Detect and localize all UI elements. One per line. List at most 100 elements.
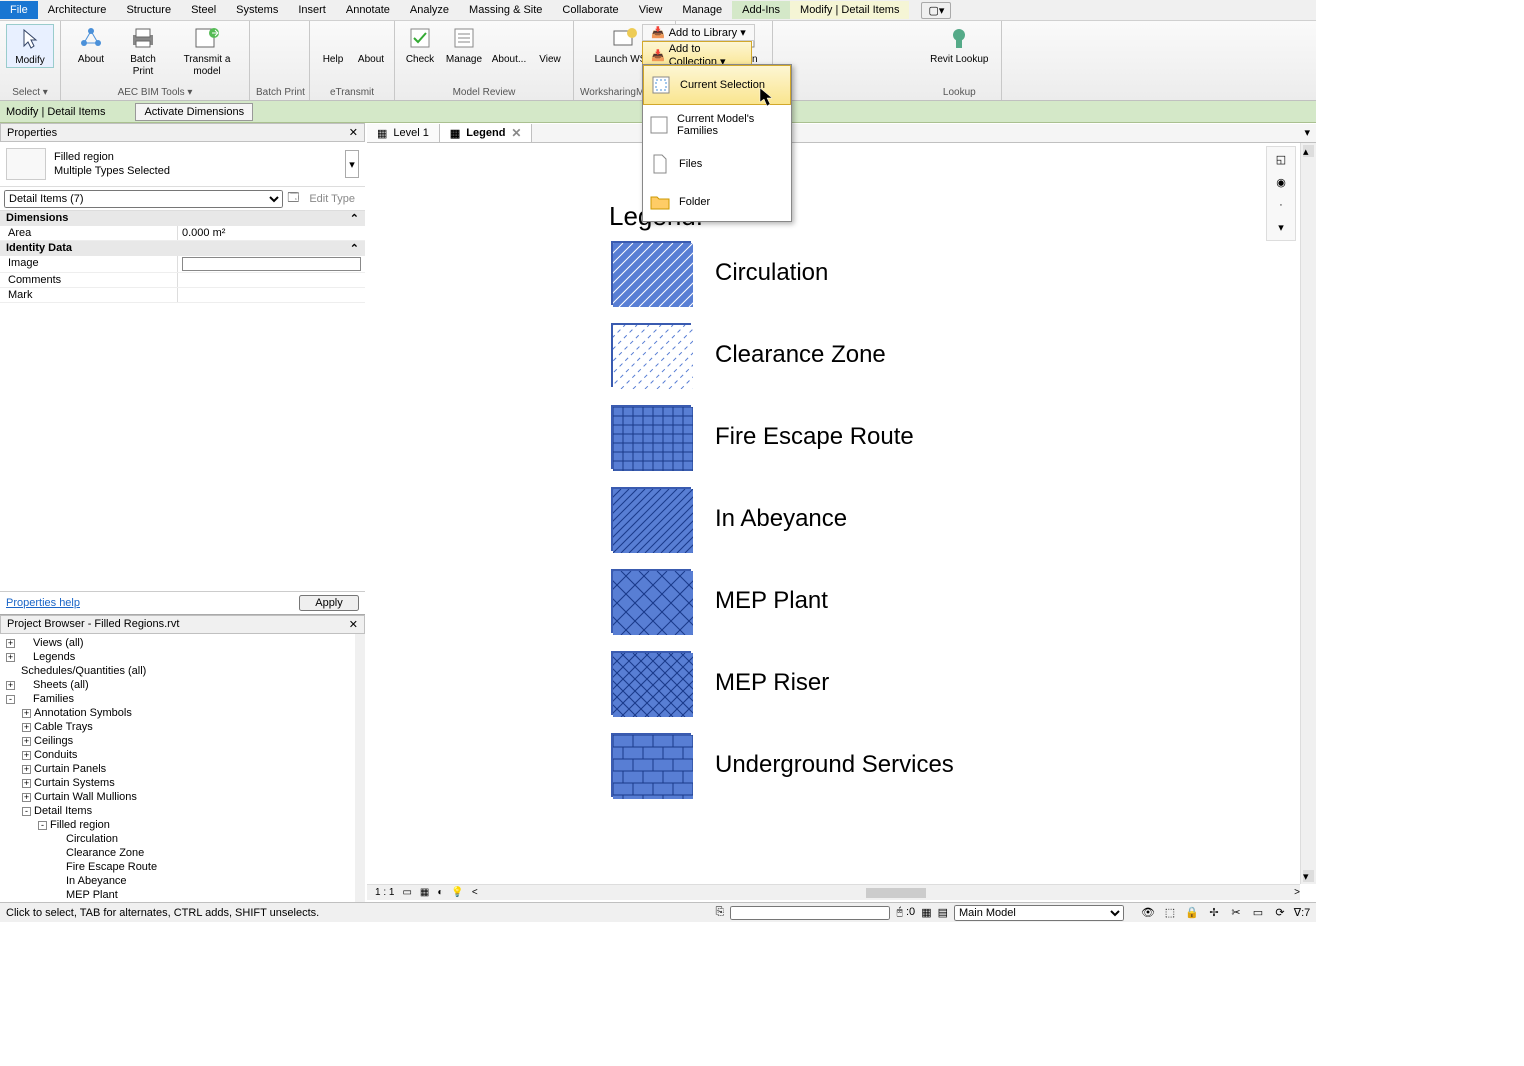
mark-value[interactable] [178, 288, 365, 302]
status-icon[interactable]: ✢ [1206, 905, 1222, 921]
tab-analyze[interactable]: Analyze [400, 1, 459, 19]
status-icon[interactable]: ▭ [1250, 905, 1266, 921]
properties-help-link[interactable]: Properties help [6, 597, 80, 609]
tab-structure[interactable]: Structure [116, 1, 181, 19]
status-icon[interactable]: ⎘ [716, 906, 725, 919]
filter-select[interactable]: Detail Items (7) [4, 190, 283, 208]
batch-print-button[interactable]: Batch Print [119, 24, 167, 78]
tab-legend[interactable]: ▦ Legend ✕ [440, 124, 533, 142]
tree-item[interactable]: -Filled region [38, 818, 363, 832]
play-button[interactable]: ▢▾ [921, 2, 951, 19]
tab-level1[interactable]: ▦ Level 1 [367, 124, 440, 142]
edit-type-button[interactable]: Edit Type [303, 193, 361, 205]
vc-icon[interactable]: ◐ [437, 887, 443, 898]
group-aec[interactable]: AEC BIM Tools ▾ [67, 85, 243, 100]
view-button[interactable]: View [533, 24, 567, 66]
legend-item[interactable]: Underground Services [611, 733, 954, 797]
tab-addins[interactable]: Add-Ins [732, 1, 790, 19]
tree-item[interactable]: Schedules/Quantities (all) [6, 664, 363, 678]
tree-item[interactable]: +Ceilings [22, 734, 363, 748]
tree-item[interactable]: +Views (all) [6, 636, 363, 650]
edit-type-icon[interactable]: 🗔 [287, 189, 299, 208]
about-button[interactable]: About [67, 24, 115, 78]
status-input[interactable] [730, 906, 890, 920]
vc-icon[interactable]: 💡 [451, 887, 463, 898]
image-value[interactable] [182, 257, 361, 271]
vc-icon[interactable]: > [1294, 887, 1300, 898]
close-browser[interactable]: ✕ [349, 618, 358, 631]
tree-item[interactable]: +Curtain Wall Mullions [22, 790, 363, 804]
status-icon[interactable]: ▦ [921, 906, 931, 919]
tab-annotate[interactable]: Annotate [336, 1, 400, 19]
legend-item[interactable]: In Abeyance [611, 487, 847, 551]
manage-button[interactable]: Manage [443, 24, 485, 66]
tree-item[interactable]: +Curtain Systems [22, 776, 363, 790]
filter-count[interactable]: ∇:7 [1294, 905, 1310, 921]
about-mr-button[interactable]: About... [489, 24, 529, 66]
menu-current-families[interactable]: Current Model's Families [643, 105, 791, 145]
viewcube-icon[interactable]: ◱ [1276, 153, 1286, 166]
tab-file[interactable]: File [0, 1, 38, 19]
scale-label[interactable]: 1 : 1 [375, 887, 394, 898]
close-tab[interactable]: ✕ [511, 126, 521, 140]
steering-icon[interactable]: ◉ [1276, 176, 1286, 189]
tab-manage[interactable]: Manage [672, 1, 732, 19]
tab-menu[interactable]: ▾ [1298, 124, 1316, 142]
drawing-canvas[interactable]: Legend: CirculationClearance ZoneFire Es… [367, 143, 1298, 884]
tree-item[interactable]: +Curtain Panels [22, 762, 363, 776]
check-button[interactable]: Check [401, 24, 439, 66]
tree-item[interactable]: +Conduits [22, 748, 363, 762]
tree-item[interactable]: +Annotation Symbols [22, 706, 363, 720]
tab-collaborate[interactable]: Collaborate [552, 1, 628, 19]
tab-steel[interactable]: Steel [181, 1, 226, 19]
status-icon[interactable]: ▤ [938, 906, 948, 919]
activate-dimensions-button[interactable]: Activate Dimensions [135, 103, 253, 121]
hscroll-thumb[interactable] [866, 888, 926, 898]
menu-folder[interactable]: Folder [643, 183, 791, 221]
tab-architecture[interactable]: Architecture [38, 1, 117, 19]
vc-icon[interactable]: < [472, 887, 478, 898]
about-et-button[interactable]: About [354, 24, 388, 66]
tab-modify-detail[interactable]: Modify | Detail Items [790, 1, 909, 19]
vc-icon[interactable]: ▦ [420, 887, 429, 898]
tree-item[interactable]: -Families [6, 692, 363, 706]
close-properties[interactable]: ✕ [349, 126, 358, 139]
legend-item[interactable]: Circulation [611, 241, 828, 305]
tree-item[interactable]: In Abeyance [54, 874, 363, 888]
tab-insert[interactable]: Insert [288, 1, 336, 19]
comments-value[interactable] [178, 273, 365, 287]
tree-item[interactable]: +Legends [6, 650, 363, 664]
legend-item[interactable]: MEP Riser [611, 651, 829, 715]
view-tools[interactable]: ◱ ◉ · ▾ [1266, 146, 1296, 241]
legend-item[interactable]: Clearance Zone [611, 323, 886, 387]
canvas-vscroll[interactable]: ▴ ▾ [1300, 143, 1316, 884]
type-dropdown[interactable]: ▾ [345, 150, 359, 178]
model-select[interactable]: Main Model [954, 905, 1124, 921]
status-icon[interactable]: 👁 [1140, 905, 1156, 921]
tree-item[interactable]: +Sheets (all) [6, 678, 363, 692]
menu-files[interactable]: Files [643, 145, 791, 183]
apply-button[interactable]: Apply [299, 595, 359, 611]
type-selector[interactable]: Filled region Multiple Types Selected ▾ [0, 142, 365, 187]
tree-item[interactable]: Fire Escape Route [54, 860, 363, 874]
project-browser-tree[interactable]: +Views (all)+LegendsSchedules/Quantities… [0, 634, 365, 903]
area-value[interactable]: 0.000 m² [178, 226, 365, 240]
vc-icon[interactable]: ▭ [402, 887, 411, 898]
tree-item[interactable]: MEP Plant [54, 888, 363, 902]
tree-scrollbar[interactable] [355, 634, 365, 903]
transmit-button[interactable]: Transmit a model [171, 24, 243, 78]
status-icon[interactable]: ⟳ [1272, 905, 1288, 921]
tab-systems[interactable]: Systems [226, 1, 288, 19]
tab-view[interactable]: View [629, 1, 673, 19]
status-icon[interactable]: ⬚ [1162, 905, 1178, 921]
tree-item[interactable]: Circulation [54, 832, 363, 846]
tree-item[interactable]: +Cable Trays [22, 720, 363, 734]
status-icon[interactable]: 🔒 [1184, 905, 1200, 921]
add-to-library-button[interactable]: 📥 Add to Library ▾ [642, 24, 755, 41]
group-select[interactable]: Select ▾ [6, 85, 54, 100]
collapse-icon[interactable]: ⌃ [350, 212, 359, 225]
legend-item[interactable]: MEP Plant [611, 569, 828, 633]
tree-item[interactable]: Clearance Zone [54, 846, 363, 860]
tab-massing[interactable]: Massing & Site [459, 1, 552, 19]
help-button[interactable]: Help [316, 24, 350, 66]
